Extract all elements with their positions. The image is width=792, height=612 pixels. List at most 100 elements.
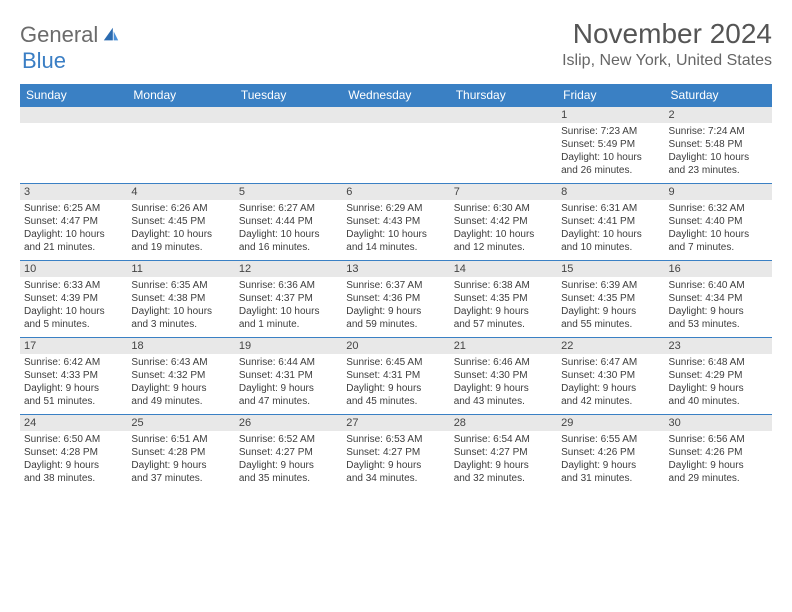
day-number: 8 [557,184,664,200]
daynum-bar-empty [235,107,342,123]
sunrise-text: Sunrise: 6:32 AM [669,202,768,215]
sunrise-text: Sunrise: 6:31 AM [561,202,660,215]
daylight-text-2: and 55 minutes. [561,318,660,331]
day-body: Sunrise: 6:52 AMSunset: 4:27 PMDaylight:… [235,431,342,491]
dayhead-sat: Saturday [665,84,772,107]
sunrise-text: Sunrise: 6:45 AM [346,356,445,369]
sunrise-text: Sunrise: 6:54 AM [454,433,553,446]
calendar-table: Sunday Monday Tuesday Wednesday Thursday… [20,84,772,491]
sunset-text: Sunset: 4:37 PM [239,292,338,305]
daylight-text-2: and 47 minutes. [239,395,338,408]
day-cell: 1Sunrise: 7:23 AMSunset: 5:49 PMDaylight… [557,107,664,184]
day-body-empty [450,123,557,177]
daynum-bar-empty [342,107,449,123]
sunrise-text: Sunrise: 6:44 AM [239,356,338,369]
daylight-text-2: and 5 minutes. [24,318,123,331]
daylight-text-2: and 10 minutes. [561,241,660,254]
location-text: Islip, New York, United States [562,52,772,70]
sunset-text: Sunset: 4:36 PM [346,292,445,305]
day-number: 18 [127,338,234,354]
day-body: Sunrise: 6:37 AMSunset: 4:36 PMDaylight:… [342,277,449,337]
daylight-text-2: and 45 minutes. [346,395,445,408]
sunset-text: Sunset: 4:47 PM [24,215,123,228]
day-body: Sunrise: 6:32 AMSunset: 4:40 PMDaylight:… [665,200,772,260]
day-number: 30 [665,415,772,431]
daylight-text-2: and 3 minutes. [131,318,230,331]
daynum-bar-empty [450,107,557,123]
dayhead-mon: Monday [127,84,234,107]
daylight-text-2: and 23 minutes. [669,164,768,177]
daylight-text-1: Daylight: 9 hours [561,305,660,318]
day-body: Sunrise: 6:27 AMSunset: 4:44 PMDaylight:… [235,200,342,260]
day-number: 7 [450,184,557,200]
daylight-text-1: Daylight: 9 hours [239,459,338,472]
day-cell: 23Sunrise: 6:48 AMSunset: 4:29 PMDayligh… [665,338,772,415]
day-cell: 15Sunrise: 6:39 AMSunset: 4:35 PMDayligh… [557,261,664,338]
daynum-bar-empty [20,107,127,123]
day-cell: 8Sunrise: 6:31 AMSunset: 4:41 PMDaylight… [557,184,664,261]
day-cell: 25Sunrise: 6:51 AMSunset: 4:28 PMDayligh… [127,415,234,492]
day-number: 20 [342,338,449,354]
sunset-text: Sunset: 5:48 PM [669,138,768,151]
daylight-text-1: Daylight: 9 hours [346,459,445,472]
logo-text-2: Blue [22,48,66,73]
sunrise-text: Sunrise: 6:51 AM [131,433,230,446]
sunrise-text: Sunrise: 6:36 AM [239,279,338,292]
day-cell: 27Sunrise: 6:53 AMSunset: 4:27 PMDayligh… [342,415,449,492]
sunrise-text: Sunrise: 6:33 AM [24,279,123,292]
sunset-text: Sunset: 5:49 PM [561,138,660,151]
daylight-text-1: Daylight: 9 hours [24,459,123,472]
day-cell: 3Sunrise: 6:25 AMSunset: 4:47 PMDaylight… [20,184,127,261]
dayhead-sun: Sunday [20,84,127,107]
sunrise-text: Sunrise: 6:40 AM [669,279,768,292]
day-number: 26 [235,415,342,431]
day-number: 1 [557,107,664,123]
sunset-text: Sunset: 4:35 PM [561,292,660,305]
sunset-text: Sunset: 4:33 PM [24,369,123,382]
daylight-text-1: Daylight: 10 hours [24,305,123,318]
day-cell: 9Sunrise: 6:32 AMSunset: 4:40 PMDaylight… [665,184,772,261]
day-cell: 6Sunrise: 6:29 AMSunset: 4:43 PMDaylight… [342,184,449,261]
daylight-text-2: and 34 minutes. [346,472,445,485]
daylight-text-1: Daylight: 9 hours [131,382,230,395]
day-body: Sunrise: 6:53 AMSunset: 4:27 PMDaylight:… [342,431,449,491]
day-body: Sunrise: 6:29 AMSunset: 4:43 PMDaylight:… [342,200,449,260]
daylight-text-2: and 1 minute. [239,318,338,331]
day-body: Sunrise: 6:56 AMSunset: 4:26 PMDaylight:… [665,431,772,491]
sunset-text: Sunset: 4:41 PM [561,215,660,228]
day-body: Sunrise: 6:30 AMSunset: 4:42 PMDaylight:… [450,200,557,260]
day-body: Sunrise: 6:39 AMSunset: 4:35 PMDaylight:… [557,277,664,337]
sunrise-text: Sunrise: 6:38 AM [454,279,553,292]
sunset-text: Sunset: 4:28 PM [24,446,123,459]
day-body: Sunrise: 6:43 AMSunset: 4:32 PMDaylight:… [127,354,234,414]
logo-sail-icon [102,26,120,44]
day-body: Sunrise: 6:45 AMSunset: 4:31 PMDaylight:… [342,354,449,414]
day-number: 29 [557,415,664,431]
day-cell: 22Sunrise: 6:47 AMSunset: 4:30 PMDayligh… [557,338,664,415]
sunset-text: Sunset: 4:26 PM [669,446,768,459]
daylight-text-1: Daylight: 10 hours [131,228,230,241]
daylight-text-1: Daylight: 9 hours [561,382,660,395]
day-number: 23 [665,338,772,354]
sunrise-text: Sunrise: 6:29 AM [346,202,445,215]
sunrise-text: Sunrise: 6:25 AM [24,202,123,215]
title-block: November 2024 Islip, New York, United St… [562,18,772,70]
day-number: 24 [20,415,127,431]
day-body: Sunrise: 6:31 AMSunset: 4:41 PMDaylight:… [557,200,664,260]
day-number: 6 [342,184,449,200]
daylight-text-2: and 57 minutes. [454,318,553,331]
sunrise-text: Sunrise: 6:35 AM [131,279,230,292]
day-body-empty [342,123,449,177]
day-number: 13 [342,261,449,277]
day-number: 2 [665,107,772,123]
logo: General [20,18,122,48]
day-body-empty [20,123,127,177]
daylight-text-2: and 21 minutes. [24,241,123,254]
day-number: 16 [665,261,772,277]
sunset-text: Sunset: 4:27 PM [346,446,445,459]
sunset-text: Sunset: 4:31 PM [239,369,338,382]
day-cell: 13Sunrise: 6:37 AMSunset: 4:36 PMDayligh… [342,261,449,338]
day-body: Sunrise: 6:48 AMSunset: 4:29 PMDaylight:… [665,354,772,414]
daylight-text-1: Daylight: 9 hours [454,382,553,395]
daylight-text-1: Daylight: 9 hours [454,305,553,318]
